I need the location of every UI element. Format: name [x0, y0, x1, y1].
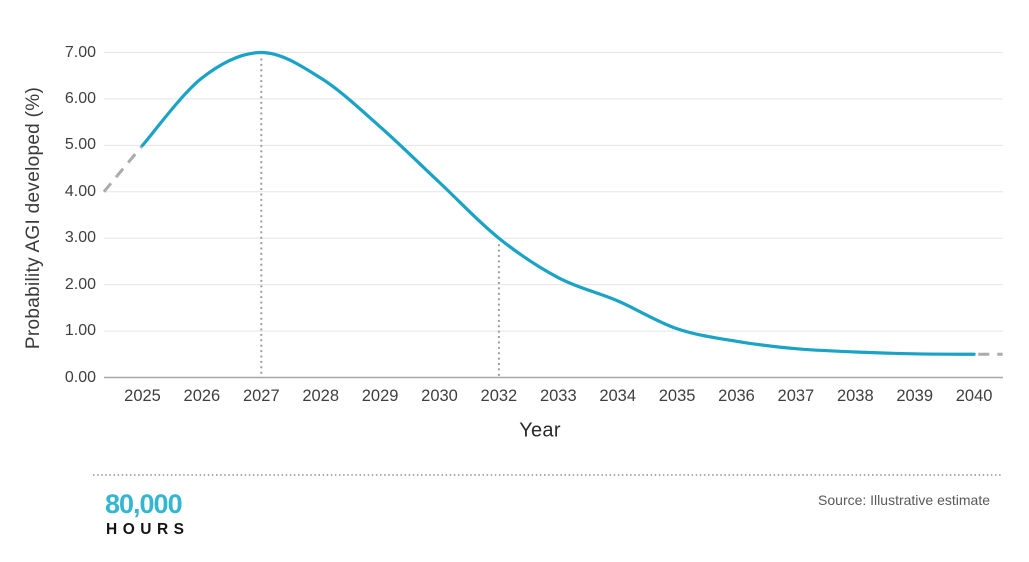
dashed-lead-in	[102, 144, 144, 193]
y-tick-label: 7.00	[64, 43, 96, 61]
y-tick-label: 5.00	[64, 136, 96, 154]
y-axis-title: Probability AGI developed (%)	[23, 86, 44, 350]
x-tick-label: 2029	[361, 387, 399, 405]
x-tick-label: 2035	[658, 387, 696, 405]
x-tick-label: 2037	[777, 387, 815, 405]
logo-80000-text: 80,000	[105, 489, 183, 519]
x-tick-label: 2040	[955, 387, 993, 405]
x-tick-label: 2039	[896, 387, 934, 405]
x-axis-title: Year	[519, 419, 561, 442]
y-tick-label: 4.00	[64, 182, 96, 200]
x-tick-label: 2032	[480, 387, 518, 405]
y-tick-label: 0.00	[64, 368, 96, 386]
logo-hours-text: HOURS	[106, 521, 190, 538]
y-tick-label: 6.00	[64, 89, 96, 107]
x-tick-label: 2025	[124, 387, 161, 405]
x-tick-label: 2026	[183, 387, 221, 405]
x-tick-label: 2028	[302, 387, 340, 405]
x-tick-label: 2036	[718, 387, 755, 405]
x-tick-label: 2030	[421, 387, 458, 405]
x-tick-label: 2038	[836, 387, 874, 405]
y-tick-label: 3.00	[64, 229, 96, 247]
x-tick-label: 2027	[242, 387, 280, 405]
y-tick-label: 2.00	[64, 275, 96, 293]
source-note: Source: Illustrative estimate	[818, 492, 990, 508]
probability-curve	[140, 50, 976, 356]
x-tick-label: 2034	[599, 387, 637, 405]
y-tick-label: 1.00	[64, 322, 96, 340]
x-tick-label: 2033	[539, 387, 577, 405]
